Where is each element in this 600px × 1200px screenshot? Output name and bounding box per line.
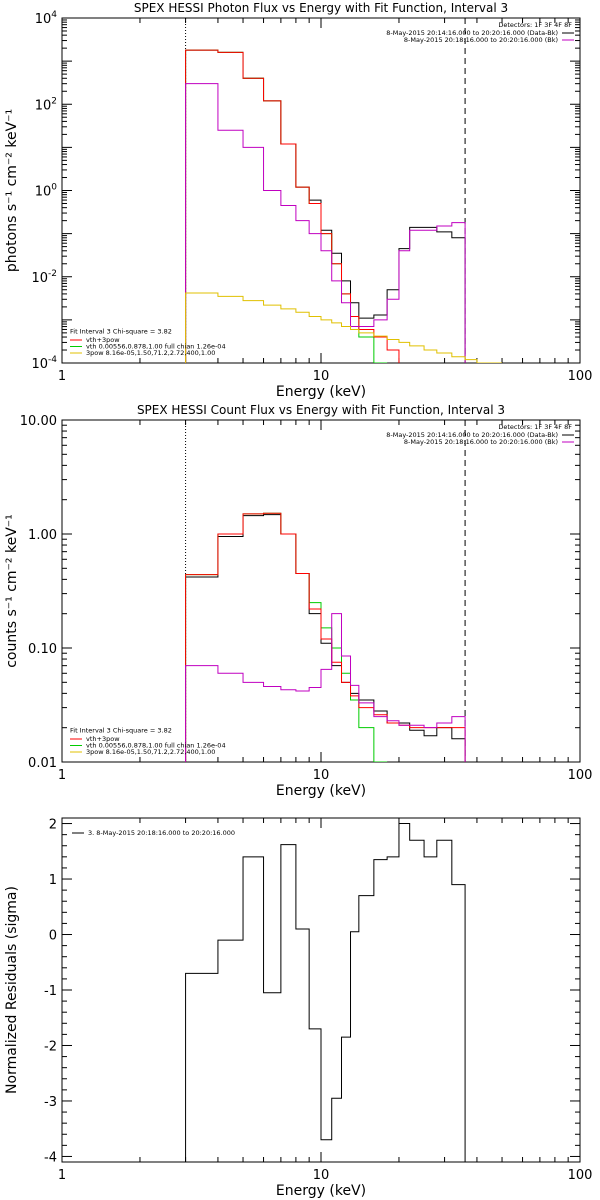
series-line-3 — [185, 512, 466, 762]
chart-title: SPEX HESSI Photon Flux vs Energy with Fi… — [134, 1, 508, 15]
y-tick-label: 0.10 — [28, 642, 57, 657]
legend-header: Detectors: 1F 3F 4F 8F — [498, 21, 572, 29]
legend-header: Detectors: 1F 3F 4F 8F — [498, 423, 572, 431]
y-axis-label: photons s⁻¹ cm⁻² keV⁻¹ — [4, 109, 20, 272]
x-tick-label: 100 — [568, 1168, 593, 1183]
fit-legend-text: vth+3pow — [86, 735, 120, 743]
y-tick-label: -4 — [44, 1150, 57, 1165]
y-tick-label: 1 — [49, 873, 57, 888]
x-tick-label: 100 — [568, 768, 593, 783]
series-group — [185, 49, 503, 363]
x-tick-label: 100 — [568, 369, 593, 384]
legend-entry-text: 8-May-2015 20:18:16.000 to 20:20:16.000 … — [404, 438, 558, 446]
y-tick-label: 10-2 — [31, 269, 57, 286]
y-tick-label: 2 — [49, 818, 57, 833]
plot-frame — [61, 419, 581, 763]
chart-panel-3: Energy (keV) Normalized Residuals (sigma)… — [4, 817, 593, 1199]
legend-entry-text: 8-May-2015 20:14:16.000 to 20:20:16.000 … — [386, 29, 558, 37]
series-line-4 — [185, 613, 466, 762]
fit-legend-text: vth+3pow — [86, 336, 120, 344]
legend-entry-text: 3. 8-May-2015 20:18:16.000 to 20:20:16.0… — [88, 829, 235, 837]
chart-panel-2: SPEX HESSI Count Flux vs Energy with Fit… — [4, 403, 592, 799]
y-tick-label: 10-4 — [31, 355, 57, 372]
series-group — [185, 823, 466, 1162]
series-line-1 — [185, 49, 466, 363]
fit-legend-text: vth 0.00556,0.878,1.00 full chian 1.26e-… — [86, 742, 226, 750]
y-tick-label: -3 — [44, 1095, 57, 1110]
legend-entry-text: 8-May-2015 20:14:16.000 to 20:20:16.000 … — [386, 431, 558, 439]
y-tick-label: 10.00 — [20, 414, 57, 429]
series-line-2 — [185, 512, 388, 762]
x-tick-label: 10 — [313, 768, 330, 783]
plot-frame — [61, 17, 581, 364]
fit-legend-header: Fit Interval 3 Chi-square = 3.82 — [70, 727, 172, 735]
y-tick-label: 0 — [49, 929, 57, 944]
x-tick-label: 10 — [313, 369, 330, 384]
chart-panel-1: SPEX HESSI Photon Flux vs Energy with Fi… — [4, 1, 592, 400]
x-axis-label: Energy (keV) — [276, 1183, 366, 1199]
y-tick-label: 1.00 — [28, 528, 57, 543]
y-tick-label: -2 — [44, 1039, 57, 1054]
series-line-1 — [185, 823, 466, 1162]
x-tick-label: 1 — [58, 1168, 66, 1183]
x-tick-label: 10 — [313, 1168, 330, 1183]
series-line-4 — [185, 83, 466, 363]
fit-legend-header: Fit Interval 3 Chi-square = 3.82 — [70, 328, 172, 336]
fit-legend-text: 3pow 8.16e-05,1.50,71.2,2.72,400,1.00 — [86, 349, 215, 357]
x-tick-label: 1 — [58, 768, 66, 783]
series-line-3 — [185, 49, 400, 363]
y-tick-label: 100 — [35, 183, 58, 200]
y-tick-label: 0.01 — [28, 756, 57, 771]
fit-legend-text: vth 0.00556,0.878,1.00 full chian 1.26e-… — [86, 343, 226, 351]
y-axis-label: Normalized Residuals (sigma) — [4, 886, 20, 1094]
x-axis-label: Energy (keV) — [276, 783, 366, 799]
y-tick-label: 102 — [35, 96, 57, 113]
x-tick-label: 1 — [58, 369, 66, 384]
chart-title: SPEX HESSI Count Flux vs Energy with Fit… — [137, 403, 505, 417]
y-tick-label: 104 — [35, 10, 58, 27]
fit-legend-text: 3pow 8.16e-05,1.50,71.2,2.72,400,1.00 — [86, 748, 215, 756]
series-group — [185, 512, 466, 762]
legend-entry-text: 8-May-2015 20:18:16.000 to 20:20:16.000 … — [404, 36, 558, 44]
y-tick-label: -1 — [44, 984, 57, 999]
series-line-5 — [185, 292, 503, 363]
x-axis-label: Energy (keV) — [276, 384, 366, 400]
y-axis-label: counts s⁻¹ cm⁻² keV⁻¹ — [4, 514, 20, 668]
